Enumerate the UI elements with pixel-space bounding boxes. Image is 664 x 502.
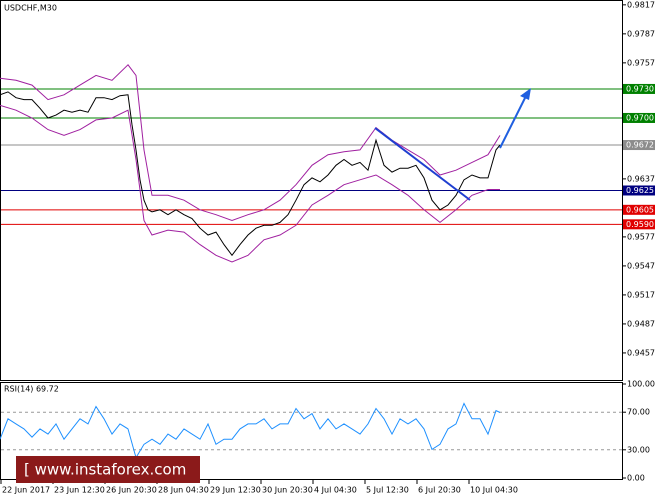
x-tick-label: 26 Jun 20:30 xyxy=(106,486,157,495)
rsi-panel-frame xyxy=(0,382,623,480)
chart-title: USDCHF,M30 xyxy=(4,4,57,13)
series-line xyxy=(0,104,500,263)
x-tick-label: 23 Jun 12:30 xyxy=(54,486,105,495)
level-label: 0.9625 xyxy=(626,186,654,195)
y-tick-label: 0.9457 xyxy=(627,348,655,357)
level-label-box xyxy=(623,112,655,123)
level-label: 0.9730 xyxy=(626,84,654,93)
y-tick-label: 100.00 xyxy=(627,380,655,389)
trend-line xyxy=(374,127,471,201)
series-line xyxy=(0,402,501,459)
forecast-arrow-head xyxy=(520,88,531,100)
y-tick-label: 0.9787 xyxy=(627,29,655,38)
y-tick-label: 0.9577 xyxy=(627,232,655,241)
x-tick-label: 6 Jul 20:30 xyxy=(418,486,461,495)
y-tick-label: 70.00 xyxy=(627,408,650,417)
x-tick-label: 5 Jul 12:30 xyxy=(366,486,409,495)
x-tick-label: 29 Jun 12:30 xyxy=(210,486,261,495)
x-tick-label: 10 Jul 04:30 xyxy=(470,486,518,495)
level-label: 0.9590 xyxy=(626,220,654,229)
y-tick-label: 0.9637 xyxy=(627,174,655,183)
y-tick-label: 0.9757 xyxy=(627,58,655,67)
price-panel-frame xyxy=(0,0,623,381)
y-tick-label: 30.00 xyxy=(627,445,650,454)
series-line xyxy=(0,64,501,222)
level-label-box xyxy=(623,140,655,151)
level-label-box xyxy=(623,185,655,196)
y-tick-label: 0.9547 xyxy=(627,261,655,270)
rsi-title: RSI(14) 69.72 xyxy=(4,385,59,394)
x-tick-label: 28 Jun 04:30 xyxy=(158,486,209,495)
y-tick-label: 0.00 xyxy=(627,474,645,483)
watermark-box xyxy=(16,456,200,483)
y-tick-label: 0.9817 xyxy=(627,0,655,9)
series-line xyxy=(0,91,501,257)
level-label-box xyxy=(623,83,655,94)
x-tick-label: 22 Jun 2017 xyxy=(2,486,50,495)
watermark: [ www.instaforex.com xyxy=(24,461,186,479)
x-tick-label: 30 Jun 20:30 xyxy=(262,486,313,495)
y-tick-label: 0.9487 xyxy=(627,319,655,328)
x-tick-label: 4 Jul 04:30 xyxy=(314,486,357,495)
forecast-arrow xyxy=(499,95,527,149)
level-label: 0.9672 xyxy=(626,141,654,150)
level-label: 0.9700 xyxy=(626,113,654,122)
level-label-box xyxy=(623,219,655,230)
level-label-box xyxy=(623,204,655,215)
level-label: 0.9605 xyxy=(626,205,654,214)
y-tick-label: 0.9517 xyxy=(627,290,655,299)
plots: 0.9817 0.9787 0.9757 0.9637 0.9577 0.9547 0.95… xyxy=(0,0,655,495)
